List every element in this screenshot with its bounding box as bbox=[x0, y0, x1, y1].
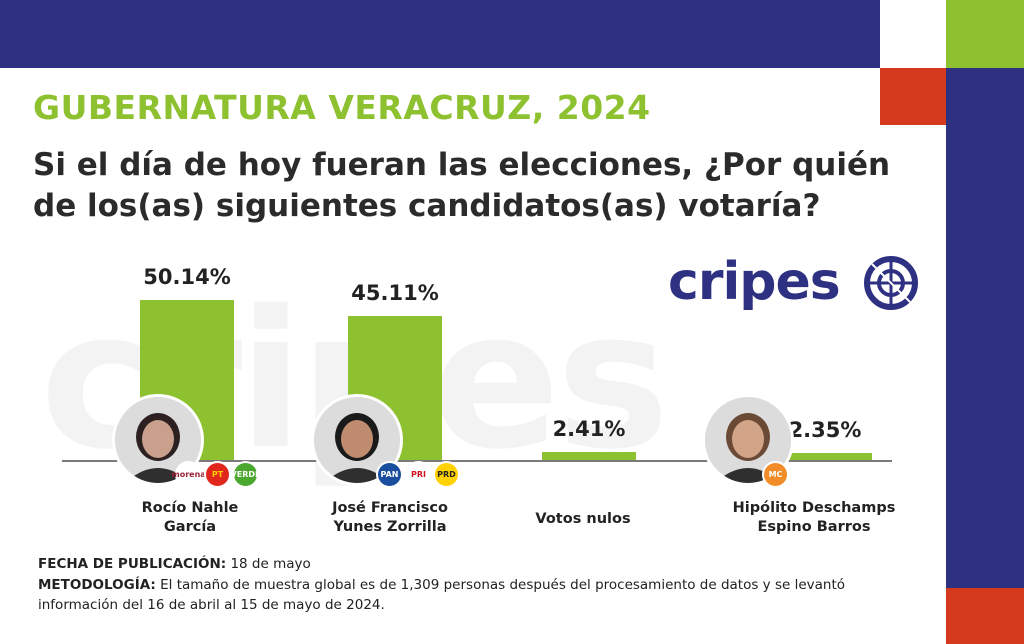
metodologia-line1: El tamaño de muestra global es de 1,309 … bbox=[160, 577, 846, 593]
bar-3 bbox=[542, 452, 636, 460]
bar-4 bbox=[778, 452, 872, 460]
right-red-bottom bbox=[946, 588, 1024, 644]
logo-text: cripes bbox=[668, 252, 841, 312]
category-label-1: Rocío Nahle García bbox=[90, 499, 290, 537]
value-label-4: 2.35% bbox=[788, 417, 862, 442]
category-label-line: José Francisco bbox=[332, 500, 448, 516]
category-label-3: Votos nulos bbox=[483, 510, 683, 529]
category-label-4: Hipólito Deschamps Espino Barros bbox=[714, 499, 914, 537]
category-label-line: Rocío Nahle bbox=[141, 500, 239, 516]
party-mc-icon: MC bbox=[762, 461, 789, 488]
category-label-line: García bbox=[163, 519, 217, 535]
right-navy-bar bbox=[946, 68, 1024, 588]
page-title: GUBERNATURA VERACRUZ, 2024 bbox=[33, 88, 651, 127]
category-label-2: José Francisco Yunes Zorrilla bbox=[290, 499, 490, 537]
fecha-value: 18 de mayo bbox=[230, 556, 311, 572]
category-label-line: Hipólito Deschamps bbox=[732, 500, 896, 516]
fecha-label: FECHA DE PUBLICACIÓN: bbox=[38, 556, 227, 572]
red-square bbox=[880, 68, 946, 125]
party-pt-icon: PT bbox=[204, 461, 231, 488]
party-morena-icon: morena bbox=[171, 461, 206, 488]
value-label-1: 50.14% bbox=[143, 265, 231, 290]
category-label-line: Espino Barros bbox=[757, 519, 871, 535]
target-icon bbox=[864, 256, 918, 310]
metodologia-label: METODOLOGÍA: bbox=[38, 577, 156, 593]
value-label-3: 2.41% bbox=[552, 417, 626, 442]
party-pri-icon: PRI bbox=[405, 461, 432, 488]
methodology-line-2: información del 16 de abril al 15 de may… bbox=[38, 597, 385, 613]
top-green-square bbox=[946, 0, 1024, 68]
cripes-logo: cripes bbox=[668, 252, 928, 314]
category-label-line: Yunes Zorrilla bbox=[333, 519, 447, 535]
party-prd-icon: PRD bbox=[433, 461, 460, 488]
value-label-2: 45.11% bbox=[351, 281, 439, 306]
top-white-square bbox=[880, 0, 946, 68]
chart-baseline bbox=[62, 460, 892, 462]
top-navy-band bbox=[0, 0, 880, 68]
methodology: METODOLOGÍA: El tamaño de muestra global… bbox=[38, 576, 845, 595]
party-verde-icon: VERDE bbox=[231, 461, 260, 488]
publication-date: FECHA DE PUBLICACIÓN: 18 de mayo bbox=[38, 555, 311, 574]
party-pan-icon: PAN bbox=[376, 461, 403, 488]
category-label-line: Votos nulos bbox=[535, 511, 631, 527]
candidate-photo-1 bbox=[112, 394, 204, 486]
question-text: Si el día de hoy fueran las elecciones, … bbox=[33, 147, 891, 224]
candidate-photo-4 bbox=[702, 394, 794, 486]
